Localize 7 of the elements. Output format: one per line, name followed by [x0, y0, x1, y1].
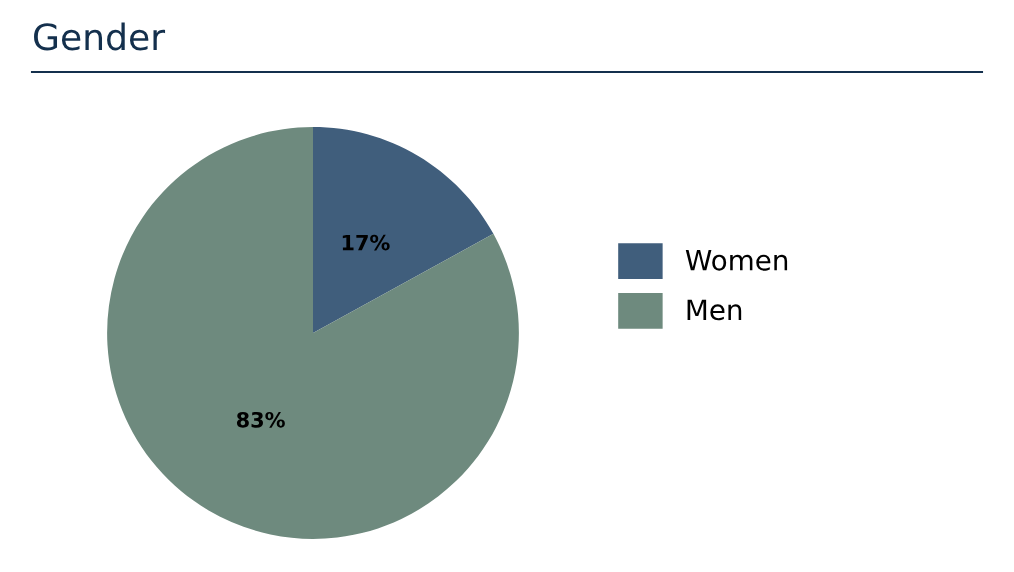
legend-label: Men [687, 299, 742, 321]
data-label: 83% [236, 411, 285, 428]
chart-title: Gender [34, 22, 166, 51]
pie-slice [107, 127, 519, 539]
data-label: 17% [342, 234, 390, 251]
pie-slice [313, 127, 494, 333]
legend-label: Women [685, 250, 788, 271]
